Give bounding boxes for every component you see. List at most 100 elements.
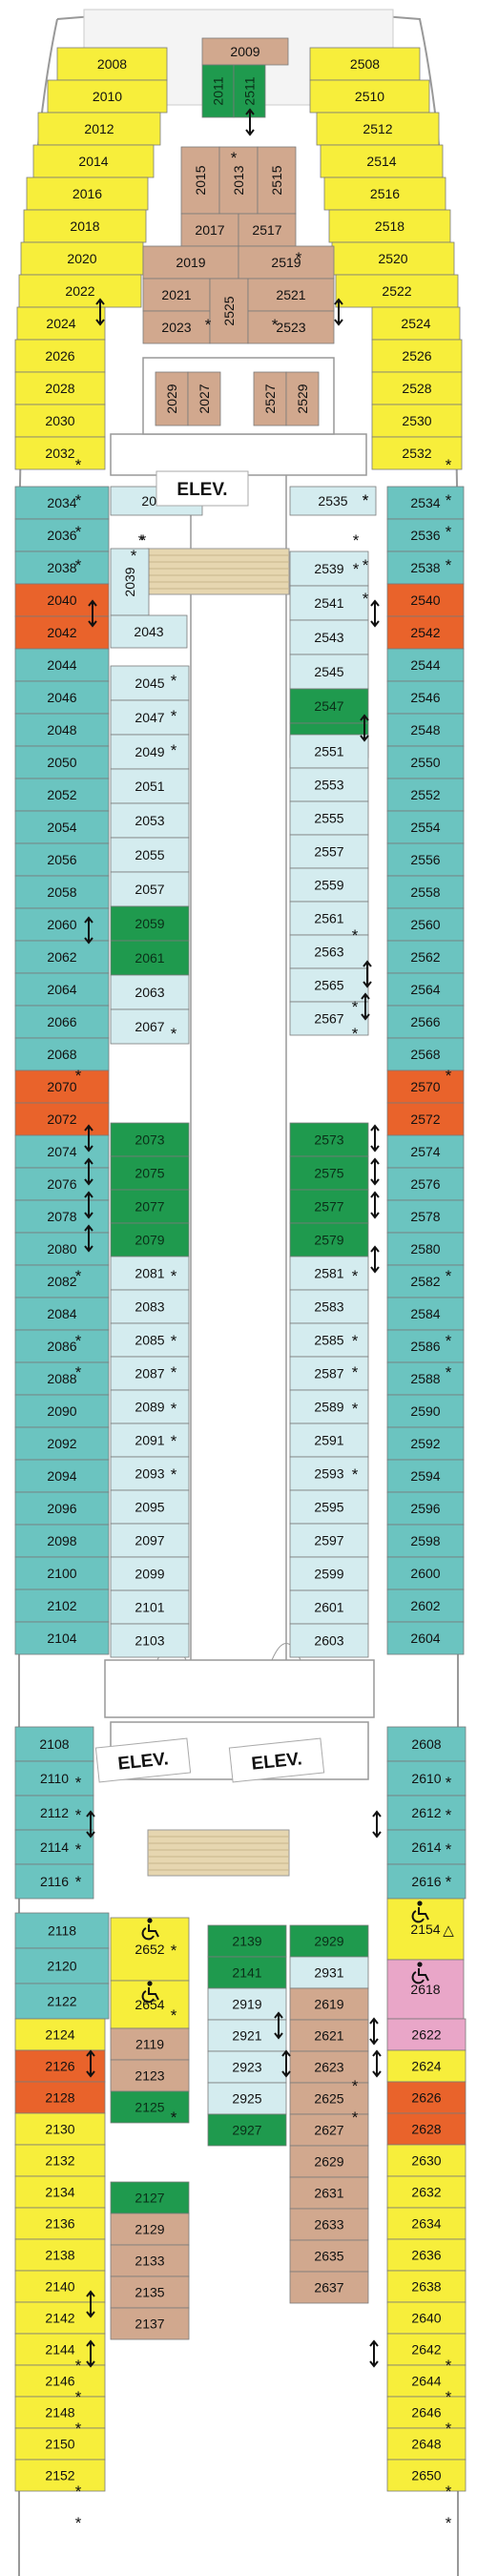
cabin-2066[interactable] xyxy=(14,1005,110,1039)
cabin-2039[interactable] xyxy=(110,548,150,616)
cabin-2642[interactable] xyxy=(386,2333,467,2366)
cabin-2023[interactable] xyxy=(142,310,211,344)
cabin-2119[interactable] xyxy=(110,2027,190,2061)
cabin-2077[interactable] xyxy=(110,1189,190,1224)
cabin-2588[interactable] xyxy=(386,1361,465,1396)
cabin-2129[interactable] xyxy=(110,2212,190,2246)
cabin-2577[interactable] xyxy=(289,1189,369,1224)
cabin-2596[interactable] xyxy=(386,1491,465,1526)
cabin-2110[interactable] xyxy=(14,1760,94,1797)
cabin-2078[interactable] xyxy=(14,1199,110,1234)
cabin-2014[interactable] xyxy=(32,144,155,178)
cabin-2130[interactable] xyxy=(14,2112,106,2146)
cabin-2521[interactable] xyxy=(247,278,335,312)
cabin-2560[interactable] xyxy=(386,907,465,942)
cabin-2032[interactable] xyxy=(14,436,106,470)
cabin-2567[interactable] xyxy=(289,1001,369,1036)
cabin-2089[interactable] xyxy=(110,1389,190,1424)
cabin-2523[interactable] xyxy=(247,310,335,344)
cabin-2080[interactable] xyxy=(14,1232,110,1266)
cabin-2010[interactable] xyxy=(47,79,168,114)
cabin-2550[interactable] xyxy=(386,745,465,779)
cabin-2074[interactable] xyxy=(14,1134,110,1169)
cabin-2098[interactable] xyxy=(14,1524,110,1558)
cabin-2555[interactable] xyxy=(289,800,369,836)
cabin-2644[interactable] xyxy=(386,2364,467,2398)
cabin-2148[interactable] xyxy=(14,2396,106,2429)
cabin-2154[interactable] xyxy=(386,1898,465,1961)
cabin-2541[interactable] xyxy=(289,585,369,621)
cabin-2044[interactable] xyxy=(14,648,110,682)
cabin-2554[interactable] xyxy=(386,810,465,844)
cabin-2592[interactable] xyxy=(386,1426,465,1461)
cabin-2120[interactable] xyxy=(14,1947,110,1984)
cabin-2099[interactable] xyxy=(110,1556,190,1591)
cabin-2619[interactable] xyxy=(289,1987,369,2021)
cabin-2055[interactable] xyxy=(110,837,190,873)
cabin-2028[interactable] xyxy=(14,371,106,405)
cabin-2527[interactable] xyxy=(253,371,287,426)
cabin-2540[interactable] xyxy=(386,583,465,617)
cabin-2539[interactable] xyxy=(289,551,369,587)
cabin-2017[interactable] xyxy=(180,213,239,247)
cabin-2150[interactable] xyxy=(14,2427,106,2461)
cabin-2088[interactable] xyxy=(14,1361,110,1396)
cabin-2029[interactable] xyxy=(155,371,189,426)
cabin-2124[interactable] xyxy=(14,2018,106,2051)
cabin-2630[interactable] xyxy=(386,2144,467,2177)
cabin-2635[interactable] xyxy=(289,2239,369,2273)
cabin-2599[interactable] xyxy=(289,1556,369,1591)
cabin-2622[interactable] xyxy=(386,2018,467,2051)
cabin-2579[interactable] xyxy=(289,1222,369,1257)
cabin-2087[interactable] xyxy=(110,1356,190,1391)
cabin-2091[interactable] xyxy=(110,1423,190,1458)
cabin-2034[interactable] xyxy=(14,486,110,520)
cabin-2127[interactable] xyxy=(110,2181,190,2214)
cabin-2532[interactable] xyxy=(371,436,463,470)
cabin-2139[interactable] xyxy=(207,1924,287,1958)
cabin-2067[interactable] xyxy=(110,1008,190,1045)
cabin-2056[interactable] xyxy=(14,842,110,877)
cabin-2557[interactable] xyxy=(289,834,369,869)
cabin-2047[interactable] xyxy=(110,699,190,736)
cabin-2556[interactable] xyxy=(386,842,465,877)
cabin-2612[interactable] xyxy=(386,1795,467,1831)
cabin-2095[interactable] xyxy=(110,1489,190,1525)
cabin-2634[interactable] xyxy=(386,2207,467,2240)
cabin-2589[interactable] xyxy=(289,1389,369,1424)
cabin-2519[interactable] xyxy=(238,245,335,280)
cabin-2125[interactable] xyxy=(110,2090,190,2124)
cabin-2544[interactable] xyxy=(386,648,465,682)
cabin-2075[interactable] xyxy=(110,1155,190,1191)
cabin-2535[interactable] xyxy=(289,486,377,516)
cabin-2636[interactable] xyxy=(386,2238,467,2272)
cabin-2583[interactable] xyxy=(289,1289,369,1324)
cabin-2629[interactable] xyxy=(289,2145,369,2178)
cabin-2582[interactable] xyxy=(386,1264,465,1298)
cabin-2637[interactable] xyxy=(289,2271,369,2304)
cabin-2646[interactable] xyxy=(386,2396,467,2429)
cabin-2122[interactable] xyxy=(14,1983,110,2020)
cabin-2052[interactable] xyxy=(14,778,110,812)
cabin-2084[interactable] xyxy=(14,1297,110,1331)
cabin-2586[interactable] xyxy=(386,1329,465,1363)
cabin-2068[interactable] xyxy=(14,1037,110,1071)
cabin-2529[interactable] xyxy=(285,371,320,426)
cabin-2114[interactable] xyxy=(14,1829,94,1865)
cabin-2562[interactable] xyxy=(386,940,465,974)
cabin-2561[interactable] xyxy=(289,901,369,936)
cabin-2598[interactable] xyxy=(386,1524,465,1558)
cabin-2514[interactable] xyxy=(320,144,444,178)
cabin-2136[interactable] xyxy=(14,2207,106,2240)
cabin-2134[interactable] xyxy=(14,2175,106,2209)
cabin-2133[interactable] xyxy=(110,2244,190,2277)
cabin-2565[interactable] xyxy=(289,967,369,1003)
cabin-2508[interactable] xyxy=(309,47,421,81)
cabin-2522[interactable] xyxy=(335,274,459,308)
cabin-2572[interactable] xyxy=(386,1102,465,1136)
cabin-2625[interactable] xyxy=(289,2082,369,2115)
cabin-2585[interactable] xyxy=(289,1322,369,1358)
cabin-2650[interactable] xyxy=(386,2459,467,2492)
cabin-2638[interactable] xyxy=(386,2270,467,2303)
cabin-2083[interactable] xyxy=(110,1289,190,1324)
